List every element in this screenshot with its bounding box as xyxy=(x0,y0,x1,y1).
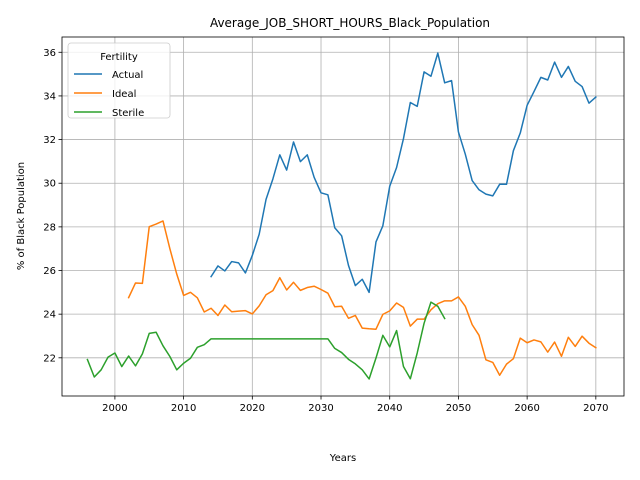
x-tick-label: 2000 xyxy=(102,403,127,414)
series-line-sterile xyxy=(86,301,446,380)
x-tick-label: 2030 xyxy=(308,403,333,414)
series-line-actual xyxy=(210,52,597,294)
x-tick-label: 2060 xyxy=(514,403,539,414)
legend-label-sterile: Sterile xyxy=(112,108,144,119)
y-tick-label: 28 xyxy=(43,222,56,233)
series-lines xyxy=(86,52,597,380)
y-tick-label: 26 xyxy=(43,266,56,277)
y-axis-label: % of Black Population xyxy=(16,162,27,270)
y-tick-label: 32 xyxy=(43,135,56,146)
plot-frame xyxy=(61,36,625,397)
series-line-ideal xyxy=(127,220,597,377)
x-tick-label: 2070 xyxy=(583,403,608,414)
y-tick-label: 24 xyxy=(43,310,56,321)
chart-title: Average_JOB_SHORT_HOURS_Black_Population xyxy=(210,16,490,30)
x-tick-label: 2040 xyxy=(377,403,402,414)
legend-label-actual: Actual xyxy=(112,70,143,81)
x-axis-label: Years xyxy=(329,453,356,464)
legend-entries: Actual Ideal Sterile xyxy=(74,70,144,119)
x-tick-label: 2010 xyxy=(171,403,196,414)
axis-ticks: 2000 2010 2020 2030 2040 2050 2060 2070 22 24 26 28… xyxy=(43,48,608,414)
legend-label-ideal: Ideal xyxy=(112,89,136,100)
y-tick-label: 30 xyxy=(43,179,56,190)
x-tick-label: 2020 xyxy=(240,403,265,414)
y-tick-label: 36 xyxy=(43,48,56,59)
legend: Fertility Actual Ideal Sterile xyxy=(67,42,171,119)
legend-title: Fertility xyxy=(100,52,138,63)
y-tick-label: 22 xyxy=(43,353,56,364)
y-tick-label: 34 xyxy=(43,91,56,102)
legend-box xyxy=(67,42,171,119)
x-tick-label: 2050 xyxy=(446,403,471,414)
